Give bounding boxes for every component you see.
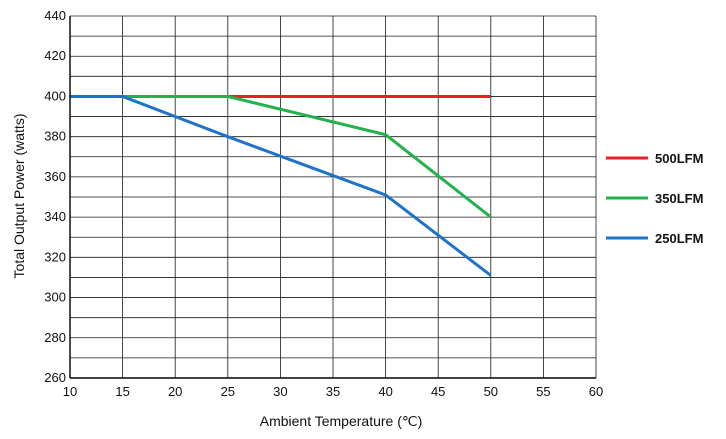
x-tick-label: 45 (431, 384, 445, 399)
y-tick-label: 280 (44, 330, 66, 345)
legend-label-350lfm: 350LFM (655, 191, 703, 206)
x-tick-label: 10 (63, 384, 77, 399)
tick-labels: 10 15 20 25 30 35 40 45 50 55 60 260 280 300 320 340 360… (44, 8, 603, 399)
y-tick-label: 420 (44, 48, 66, 63)
x-tick-label: 60 (589, 384, 603, 399)
y-tick-label: 400 (44, 88, 66, 103)
y-tick-label: 300 (44, 290, 66, 305)
x-tick-label: 55 (536, 384, 550, 399)
x-tick-label: 40 (378, 384, 392, 399)
axes (69, 16, 596, 379)
x-tick-label: 20 (168, 384, 182, 399)
y-tick-label: 440 (44, 8, 66, 23)
x-tick-label: 35 (326, 384, 340, 399)
legend: 500LFM 350LFM 250LFM (606, 151, 703, 246)
legend-label-250lfm: 250LFM (655, 231, 703, 246)
series-line-250lfm (70, 94, 492, 277)
series-lines (70, 94, 492, 277)
y-tick-label: 260 (44, 370, 66, 385)
x-tick-label: 15 (115, 384, 129, 399)
x-axis-title: Ambient Temperature (℃) (260, 413, 423, 429)
grid (69, 15, 597, 379)
y-tick-label: 340 (44, 209, 66, 224)
y-tick-label: 380 (44, 129, 66, 144)
y-tick-label: 360 (44, 169, 66, 184)
legend-label-500lfm: 500LFM (655, 151, 703, 166)
y-axis-title: Total Output Power (watts) (11, 114, 27, 279)
x-tick-label: 50 (484, 384, 498, 399)
x-tick-label: 30 (273, 384, 287, 399)
x-tick-label: 25 (221, 384, 235, 399)
y-tick-label: 320 (44, 249, 66, 264)
